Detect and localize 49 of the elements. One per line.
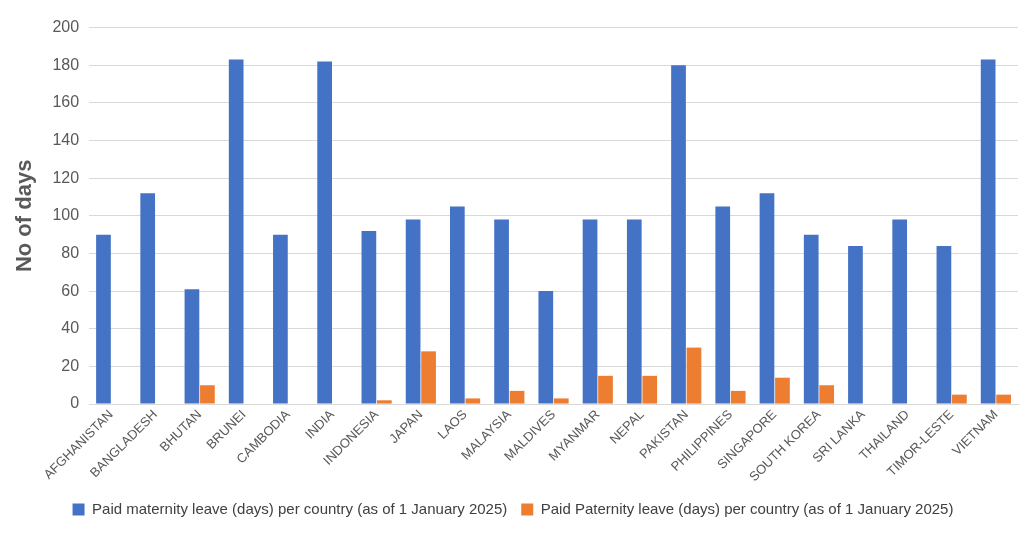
bar: [626, 219, 642, 404]
bar: [449, 206, 465, 404]
y-tick-label: 60: [61, 281, 80, 299]
bar: [553, 398, 569, 404]
bar: [200, 385, 215, 404]
bar: [377, 400, 392, 404]
bar: [759, 193, 775, 404]
bar: [775, 377, 790, 404]
bar: [494, 219, 509, 404]
bar: [671, 65, 686, 404]
bar: [405, 219, 421, 404]
bar: [228, 59, 244, 404]
y-tick-label: 0: [70, 394, 80, 412]
y-axis-title: No of days: [11, 159, 37, 273]
bar: [730, 390, 746, 404]
y-tick-label: 20: [61, 356, 80, 374]
bar: [96, 234, 111, 404]
bar: [819, 385, 835, 404]
bar: [996, 394, 1011, 404]
bar: [273, 234, 288, 404]
bar: [892, 219, 908, 404]
y-tick-label: 100: [52, 206, 80, 224]
bar: [686, 347, 702, 404]
bar: [803, 234, 819, 404]
y-tick-label: 40: [61, 319, 80, 337]
bar: [952, 394, 967, 404]
y-tick-label: 200: [52, 18, 80, 36]
y-tick-label: 120: [52, 168, 80, 186]
bar: [642, 375, 658, 404]
bar: [317, 61, 332, 404]
bar: [848, 245, 863, 404]
bar: [715, 206, 731, 404]
bar: [980, 59, 996, 404]
bar: [509, 390, 525, 404]
legend-label: Paid Paternity leave (days) per country (as of 1 January 2025): [540, 499, 954, 517]
bar: [421, 351, 436, 404]
y-tick-label: 80: [61, 243, 80, 261]
bar: [598, 375, 613, 404]
y-tick-label: 140: [52, 130, 80, 148]
legend-label: Paid maternity leave (days) per country (as of 1 January 2025): [92, 499, 508, 517]
bar: [465, 398, 481, 404]
bar: [936, 245, 952, 404]
bar: [538, 291, 554, 404]
y-tick-label: 180: [52, 55, 80, 73]
bar: [184, 289, 200, 404]
bar: [361, 230, 377, 404]
y-tick-label: 160: [52, 93, 80, 111]
bar: [140, 193, 156, 404]
bar: [582, 219, 598, 404]
